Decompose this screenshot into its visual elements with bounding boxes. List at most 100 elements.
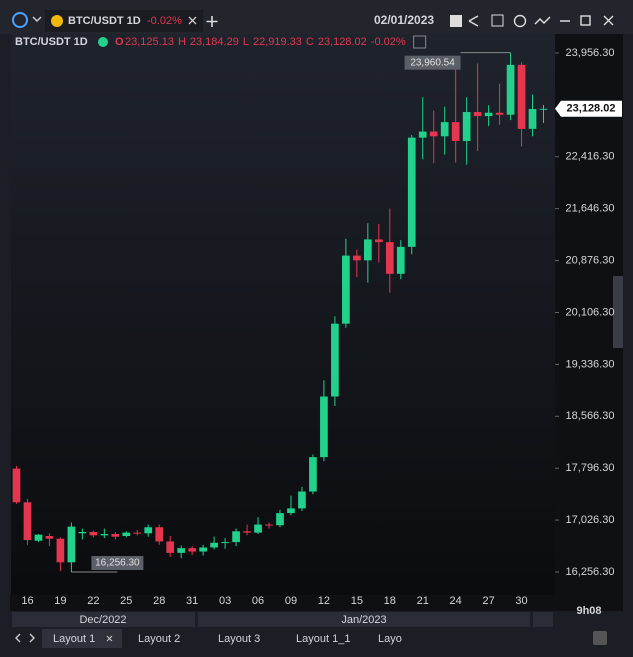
legend-value: 23,184.29 — [190, 36, 239, 48]
layout-menu[interactable] — [593, 631, 607, 645]
y-tick-label: 18,566.30 — [566, 410, 615, 422]
layout-tab[interactable]: Layout 3 — [218, 633, 260, 645]
candle-body — [298, 491, 306, 509]
candle-body — [473, 112, 482, 117]
x-tick-label: 06 — [252, 595, 264, 607]
close-tab[interactable] — [188, 16, 197, 25]
play-icon[interactable] — [450, 15, 462, 27]
last-price-tag — [555, 100, 622, 117]
x-tick-label: 09 — [285, 595, 297, 607]
x-tick-label: 19 — [54, 595, 66, 607]
candle-body — [385, 242, 394, 274]
candle-body — [517, 64, 526, 129]
candle-body — [484, 112, 493, 117]
date: 02/01/2023 — [374, 13, 434, 27]
export-icon[interactable] — [491, 14, 504, 27]
min-label-bg — [91, 555, 144, 570]
candle-body — [276, 513, 284, 526]
candle-body — [188, 548, 197, 552]
y-tick-label: 19,336.30 — [566, 358, 615, 370]
x-tick-label: 18 — [384, 595, 396, 607]
legend-value: H — [178, 36, 186, 48]
candle-body — [440, 122, 449, 137]
month-label: Jan/2023 — [341, 614, 386, 626]
candle-body — [210, 542, 218, 548]
candle-body — [407, 137, 416, 247]
alarm-icon[interactable] — [513, 14, 527, 28]
candle-body — [12, 468, 21, 503]
legend-o-key: O — [115, 36, 124, 48]
candle-body — [254, 524, 262, 533]
close-layout[interactable] — [106, 635, 113, 642]
close-window[interactable] — [603, 15, 614, 26]
legend-value: C — [306, 36, 314, 48]
candle-body — [166, 541, 175, 553]
candle-body — [23, 502, 32, 541]
candle-body — [320, 396, 328, 458]
month-label: Dec/2022 — [79, 614, 126, 626]
legend-value: 23,128.02 — [318, 36, 367, 48]
max-label-bg — [404, 55, 461, 70]
x-tick-label: 30 — [515, 595, 527, 607]
dropdown-icon[interactable] — [32, 16, 42, 23]
candle-body — [462, 112, 471, 142]
y-tick-label: 21,646.30 — [566, 203, 615, 215]
maximize[interactable] — [580, 15, 591, 26]
candle-body — [155, 527, 164, 542]
candle-body — [528, 108, 537, 129]
legend-value: -0.02% — [371, 36, 406, 48]
share-icon[interactable] — [468, 15, 479, 27]
clock-icon[interactable] — [12, 12, 28, 28]
x-tick-label: 24 — [450, 595, 462, 607]
x-tick-label: 25 — [120, 595, 132, 607]
candle-body — [56, 538, 65, 563]
x-tick-label: 28 — [153, 595, 165, 607]
y-tick-label: 17,026.30 — [566, 514, 615, 526]
y-tick-label: 17,796.30 — [566, 462, 615, 474]
candle-body — [89, 531, 98, 536]
candle-body — [144, 527, 153, 534]
month-cell — [12, 612, 195, 627]
legend: BTC/USDT 1D O 23,125.13 H 23,184.29 L 22,919… — [15, 35, 427, 49]
x-tick-label: 12 — [318, 595, 330, 607]
layout-tab[interactable]: Layo — [378, 633, 402, 645]
layout-tab-active[interactable] — [42, 629, 122, 648]
candle-body — [396, 246, 405, 274]
layout-tab[interactable]: Layout 1_1 — [296, 633, 350, 645]
x-tick-label: 15 — [351, 595, 363, 607]
candle-body — [495, 112, 504, 115]
legend-value: 22,919.33 — [253, 36, 302, 48]
candle-body — [243, 531, 251, 533]
month-cell — [533, 612, 553, 627]
candle-body — [199, 547, 207, 552]
x-tick-label: 03 — [219, 595, 231, 607]
side-handle[interactable] — [613, 276, 623, 348]
price-axis — [555, 34, 623, 611]
tab-change: -0.02% — [147, 15, 182, 27]
min-label: 16,256.30 — [95, 558, 140, 569]
candle-body — [451, 122, 460, 142]
time-axis — [10, 595, 555, 611]
candle-body — [429, 131, 438, 137]
layout-tab[interactable]: Layout 2 — [138, 633, 180, 645]
y-tick-label: 22,416.30 — [566, 151, 615, 163]
status-dot — [98, 37, 108, 47]
exchange-icon — [51, 15, 63, 27]
y-tick-label: 16,256.30 — [566, 566, 615, 578]
candle-body — [309, 457, 317, 492]
month-cell — [198, 612, 530, 627]
candle-body — [374, 239, 383, 243]
add-tab[interactable] — [206, 16, 218, 27]
layout-tab[interactable]: Layout 1 — [53, 633, 95, 645]
candle-body — [122, 532, 131, 537]
legend-value: 23,125.13 — [125, 36, 174, 48]
candle-body — [287, 508, 295, 514]
candle-body — [45, 536, 54, 539]
indicator-icon[interactable] — [534, 16, 551, 25]
candle-body — [342, 255, 350, 324]
legend-toggle[interactable] — [413, 35, 427, 49]
tab[interactable] — [45, 10, 203, 32]
x-tick-label: 16 — [21, 595, 33, 607]
layout-nav[interactable] — [15, 633, 35, 643]
